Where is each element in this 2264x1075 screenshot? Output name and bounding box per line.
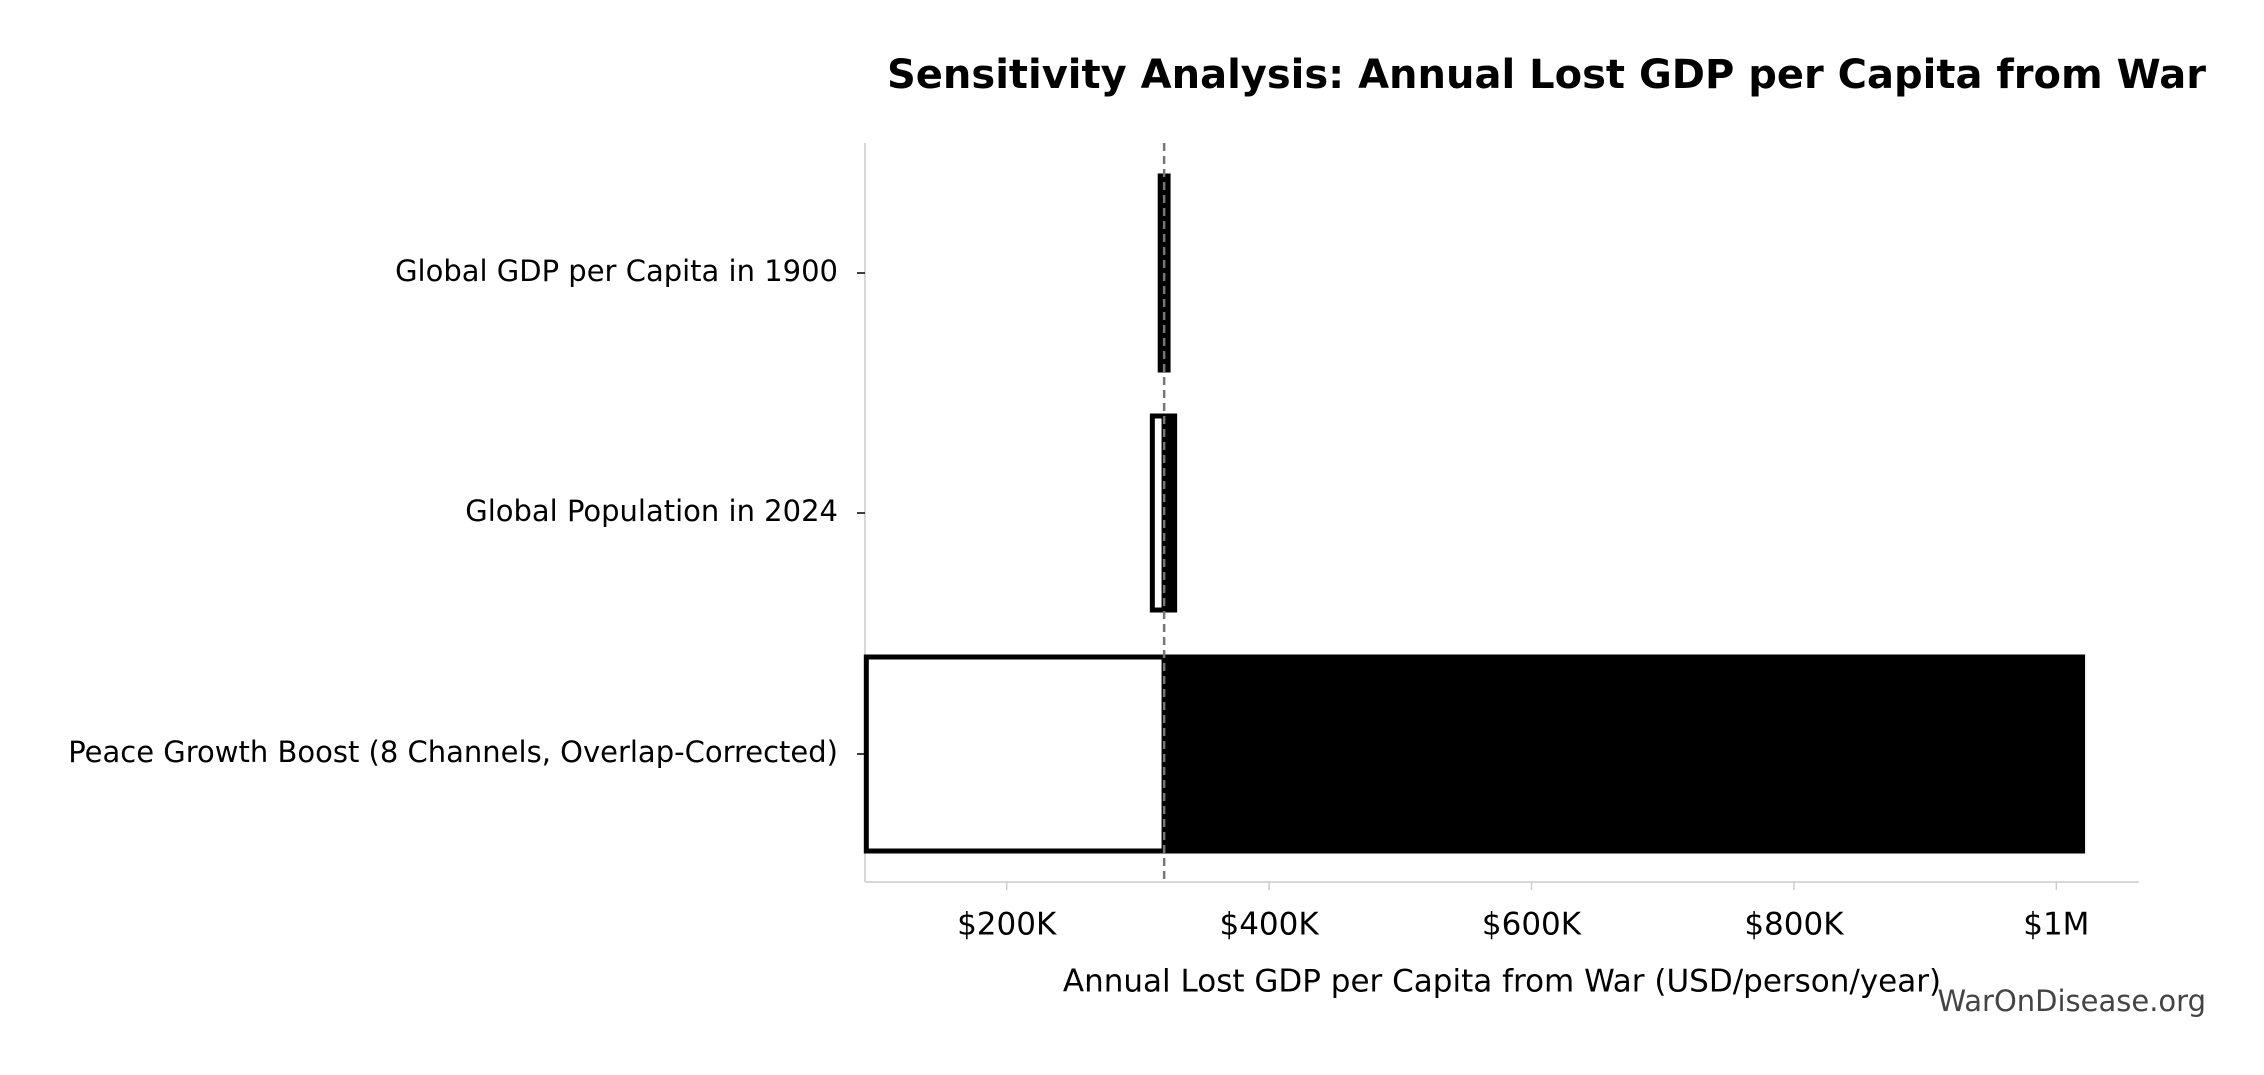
x-tick-label: $400K [1219, 907, 1319, 943]
watermark: WarOnDisease.org [1937, 984, 2206, 1018]
x-tick-label: $200K [957, 907, 1057, 943]
bar [863, 654, 1167, 854]
bar [1161, 413, 1178, 613]
y-tick-label: Peace Growth Boost (8 Channels, Overlap-… [68, 735, 838, 769]
y-tick-label: Global Population in 2024 [465, 494, 838, 528]
x-tick-label: $800K [1744, 907, 1844, 943]
x-axis-label: Annual Lost GDP per Capita from War (USD… [1063, 964, 1941, 1000]
x-tick-label: $600K [1482, 907, 1582, 943]
x-tick-label: $1M [2023, 907, 2089, 943]
y-tick-label: Global GDP per Capita in 1900 [395, 254, 838, 288]
chart-title: Sensitivity Analysis: Annual Lost GDP pe… [887, 52, 2206, 98]
bar [1161, 654, 2086, 854]
